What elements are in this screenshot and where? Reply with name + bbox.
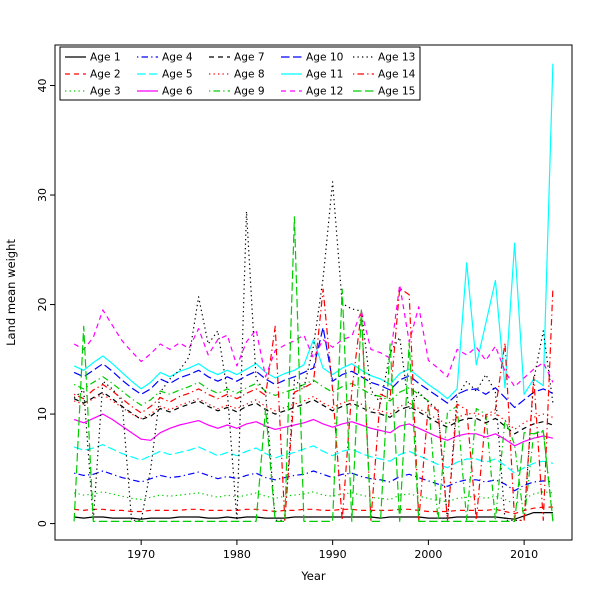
series-line-age-14 bbox=[73, 287, 554, 521]
series-line-age-2 bbox=[74, 506, 553, 515]
legend-label-age-8: Age 8 bbox=[234, 69, 265, 81]
legend-label-age-14: Age 14 bbox=[378, 69, 416, 81]
series-line-age-4 bbox=[73, 470, 553, 492]
x-tick-label: 2010 bbox=[510, 548, 538, 561]
legend-label-age-3: Age 3 bbox=[90, 86, 121, 98]
legend-label-age-15: Age 15 bbox=[378, 86, 415, 98]
series-line-age-6 bbox=[73, 413, 554, 447]
series-line-age-1 bbox=[74, 511, 553, 520]
legend-label-age-1: Age 1 bbox=[90, 52, 121, 64]
legend-label-age-13: Age 13 bbox=[378, 52, 415, 64]
legend-label-age-9: Age 9 bbox=[234, 86, 265, 98]
y-tick-label: 20 bbox=[36, 298, 49, 312]
y-axis-title: Land mean weight bbox=[4, 239, 18, 346]
series-line-age-11 bbox=[73, 63, 554, 400]
legend-label-age-4: Age 4 bbox=[162, 52, 193, 64]
x-tick-label: 2000 bbox=[414, 548, 442, 561]
x-tick-label: 1980 bbox=[223, 548, 251, 561]
legend-label-age-5: Age 5 bbox=[162, 69, 193, 81]
plot-border bbox=[54, 44, 573, 541]
legend-label-age-11: Age 11 bbox=[306, 69, 343, 81]
x-tick-label: 1990 bbox=[319, 548, 347, 561]
series-line-age-3 bbox=[73, 491, 553, 505]
series-line-age-9 bbox=[73, 376, 554, 521]
series-line-age-5 bbox=[73, 444, 554, 474]
x-axis-title: Year bbox=[300, 569, 326, 583]
legend-label-age-12: Age 12 bbox=[306, 86, 343, 98]
x-tick-label: 1970 bbox=[127, 548, 155, 561]
legend-label-age-10: Age 10 bbox=[306, 52, 344, 64]
legend-label-age-7: Age 7 bbox=[234, 52, 265, 64]
series-line-age-7 bbox=[73, 391, 554, 435]
y-tick-label: 10 bbox=[36, 407, 49, 421]
legend-label-age-2: Age 2 bbox=[90, 69, 121, 81]
legend-label-age-6: Age 6 bbox=[162, 86, 193, 98]
series-line-age-12 bbox=[73, 284, 554, 388]
series-line-age-10 bbox=[73, 326, 554, 409]
series-line-age-15 bbox=[73, 216, 554, 523]
y-tick-label: 40 bbox=[36, 79, 49, 93]
y-tick-label: 0 bbox=[36, 520, 49, 527]
y-tick-label: 30 bbox=[36, 188, 49, 202]
